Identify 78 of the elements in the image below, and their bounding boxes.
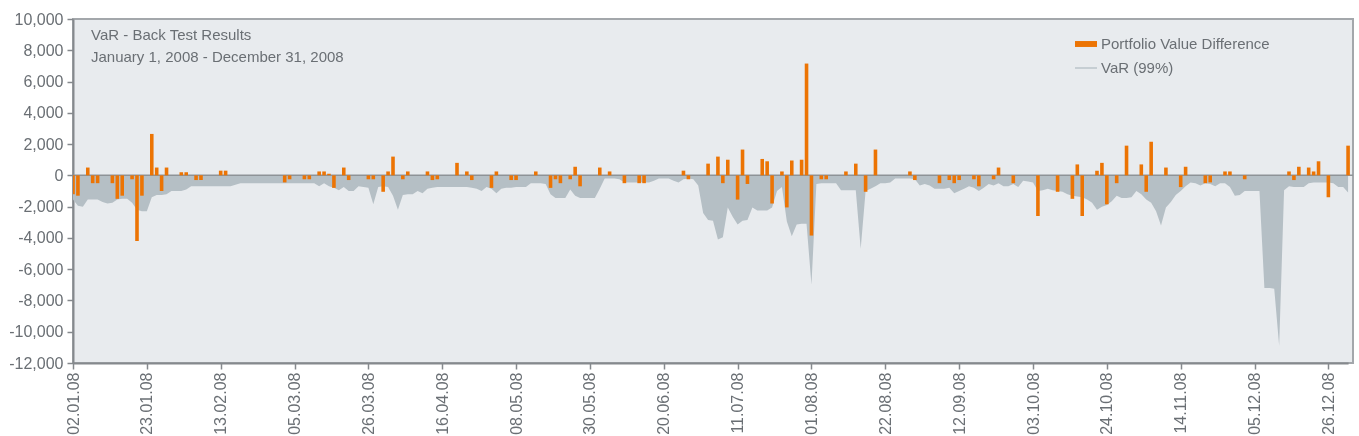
- x-tick-label: 23.01.08: [138, 372, 156, 435]
- x-tick-label: 13.02.08: [212, 372, 230, 435]
- bar: [1036, 175, 1040, 217]
- x-tick-label: 30.05.08: [581, 372, 599, 435]
- bar: [76, 175, 80, 196]
- y-tick-label: 0: [54, 166, 64, 184]
- bar: [1164, 167, 1168, 176]
- x-tick-label: 05.12.08: [1246, 372, 1264, 435]
- x-tick-label: 05.03.08: [286, 372, 304, 435]
- x-tick-label: 26.03.08: [359, 372, 377, 435]
- bar: [789, 160, 794, 176]
- bar: [573, 166, 577, 176]
- bar: [381, 175, 385, 192]
- bar: [1208, 175, 1213, 183]
- chart-title: VaR - Back Test Results: [91, 26, 252, 43]
- x-tick-label: 08.05.08: [507, 372, 525, 435]
- bar: [455, 162, 459, 176]
- x-tick-label: 22.08.08: [876, 372, 894, 435]
- bar: [578, 175, 582, 187]
- bar: [725, 159, 730, 176]
- bar: [785, 175, 789, 208]
- x-tick-label: 12.09.08: [950, 372, 968, 435]
- bar: [1080, 175, 1085, 217]
- y-tick-label: -8,000: [18, 291, 64, 309]
- legend-label: Portfolio Value Difference: [1101, 35, 1270, 52]
- y-tick-label: 6,000: [23, 73, 64, 91]
- bar: [568, 175, 573, 180]
- bar: [597, 167, 602, 176]
- bar: [1149, 141, 1153, 176]
- x-tick-label: 02.01.08: [64, 372, 82, 435]
- bar: [913, 175, 917, 181]
- bar: [824, 175, 829, 180]
- y-tick-label: -6,000: [18, 260, 64, 278]
- y-tick-label: 2,000: [23, 135, 64, 153]
- legend-label: VaR (99%): [1101, 59, 1174, 76]
- x-tick-label: 20.06.08: [655, 372, 673, 435]
- text: January 1, 2008 - December 31, 2008: [91, 48, 344, 65]
- x-tick-label: 16.04.08: [433, 372, 451, 435]
- bar: [184, 172, 189, 176]
- bar: [952, 175, 957, 184]
- y-tick-label: -12,000: [9, 354, 64, 372]
- y-tick-label: 10,000: [14, 10, 64, 28]
- bar: [401, 175, 405, 180]
- bar: [465, 171, 469, 176]
- bar: [716, 156, 720, 176]
- y-tick-label: -4,000: [18, 229, 64, 247]
- bar: [341, 167, 346, 176]
- bar: [853, 163, 858, 176]
- x-tick-label: 03.10.08: [1024, 372, 1042, 435]
- bar: [844, 171, 848, 176]
- x-tick-label: 26.12.08: [1319, 372, 1337, 435]
- x-tick-label: 24.10.08: [1098, 372, 1116, 435]
- bar: [469, 175, 474, 181]
- y-tick-label: -10,000: [9, 323, 64, 341]
- y-tick-label: 4,000: [23, 104, 64, 122]
- y-tick-label: 8,000: [23, 41, 64, 59]
- bar: [1105, 175, 1109, 205]
- bar: [770, 175, 774, 204]
- bar: [1144, 175, 1149, 192]
- bar: [706, 163, 710, 176]
- x-tick-label: 11.07.08: [729, 372, 747, 434]
- bar: [1287, 171, 1291, 176]
- bar: [1292, 175, 1296, 181]
- bar: [780, 171, 784, 176]
- bar: [760, 158, 765, 176]
- x-tick-label: 14.11.08: [1172, 372, 1190, 434]
- bar: [85, 167, 90, 176]
- bar: [1346, 145, 1350, 176]
- bar: [332, 175, 336, 188]
- bar: [405, 171, 410, 176]
- bar: [1297, 166, 1301, 176]
- bar: [149, 133, 154, 176]
- x-tick-label: 01.08.08: [802, 372, 820, 435]
- bar: [533, 171, 538, 176]
- bar: [908, 171, 912, 176]
- bar: [120, 175, 125, 196]
- y-tick-label: -2,000: [18, 198, 64, 216]
- bar: [721, 175, 725, 184]
